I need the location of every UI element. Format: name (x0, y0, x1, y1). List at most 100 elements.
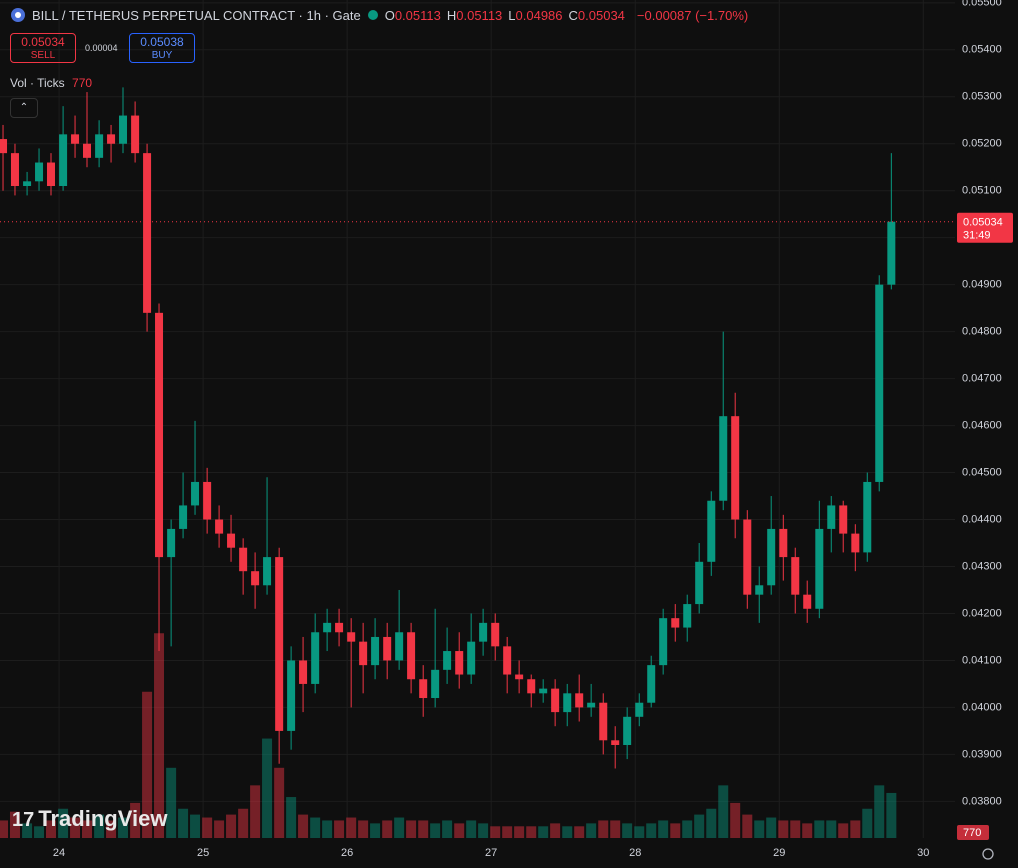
candle-body (611, 740, 620, 745)
candle-body (239, 547, 248, 572)
volume-bar (358, 820, 369, 838)
ohlc-value: 0.04986 (515, 7, 563, 23)
price-axis-bg (955, 0, 1018, 868)
candle-body (359, 641, 368, 666)
volume-bar (790, 820, 801, 838)
candle-body (887, 221, 896, 285)
candle-body (647, 665, 656, 703)
candle-body (311, 632, 320, 684)
y-tick-label: 0.04400 (962, 513, 1002, 525)
candle-body (287, 660, 296, 731)
candle-body (131, 115, 140, 154)
volume-bar (778, 820, 789, 838)
candle-body (599, 702, 608, 741)
candle-body (575, 693, 584, 708)
ohlc-values: O0.05113 H0.05113 L0.04986 C0.05034 (385, 8, 631, 23)
candle-body (0, 139, 8, 154)
ohlc-value: 0.05034 (577, 7, 625, 23)
candle-body (155, 312, 164, 558)
ohlc-label: C (568, 7, 578, 23)
volume-bar (154, 633, 165, 838)
x-tick-label: 30 (917, 847, 929, 859)
candle-body (587, 702, 596, 708)
y-tick-label: 0.05100 (962, 185, 1002, 197)
candle-body (827, 505, 836, 529)
sell-price: 0.05034 (21, 35, 65, 49)
volume-bar (286, 797, 297, 838)
sell-button[interactable]: 0.05034 SELL (10, 33, 76, 63)
volume-bar (94, 814, 105, 838)
ohlc-label: H (446, 7, 457, 23)
candle-body (167, 528, 176, 558)
candle-body (743, 519, 752, 595)
volume-bar (106, 820, 117, 838)
candle-body (503, 646, 512, 675)
candle-body (215, 519, 224, 534)
symbol-logo (11, 8, 25, 22)
sell-label: SELL (30, 50, 56, 61)
volume-bar (550, 823, 561, 838)
volume-bar (190, 814, 201, 838)
volume-bar (742, 814, 753, 838)
candle-body (659, 618, 668, 666)
volume-bar (22, 823, 33, 838)
volume-bar (382, 820, 393, 838)
candle-body (635, 702, 644, 717)
volume-bar (754, 820, 765, 838)
collapse-button[interactable]: ⌃ (10, 98, 38, 118)
candle-body (203, 481, 212, 520)
candle-body (395, 632, 404, 661)
price-change: −0.00087 (−1.70%) (636, 7, 749, 23)
volume-bar (682, 820, 693, 838)
candle-body (59, 134, 68, 187)
buy-button[interactable]: 0.05038 BUY (129, 33, 195, 63)
volume-bar (406, 820, 417, 838)
volume-bar (538, 826, 549, 838)
candle-body (767, 528, 776, 586)
buy-price: 0.05038 (140, 35, 184, 49)
volume-bar (706, 808, 717, 838)
candle-body (143, 153, 152, 313)
candle-body (467, 641, 476, 675)
volume-bar (178, 808, 189, 838)
volume-bar (262, 738, 273, 838)
settings-icon[interactable] (982, 848, 994, 860)
volume-bar (850, 820, 861, 838)
candle-body (23, 181, 32, 187)
volume-bar (838, 823, 849, 838)
candle-body (491, 622, 500, 647)
ohlc-label: L (508, 7, 516, 23)
watermark: 17 TradingView (12, 806, 168, 831)
candle-body (551, 688, 560, 713)
y-tick-label: 0.04100 (962, 654, 1002, 666)
candle-body (515, 674, 524, 680)
candle-body (347, 632, 356, 642)
volume-bar (766, 817, 777, 838)
candle-body (719, 416, 728, 501)
symbol-title[interactable]: BILL / TETHERUS PERPETUAL CONTRACT · 1h … (32, 7, 361, 23)
y-tick-label: 0.05500 (962, 0, 1002, 9)
y-tick-label: 0.03800 (962, 795, 1002, 807)
candle-body (275, 557, 284, 731)
candle-body (227, 533, 236, 548)
volume-bar (874, 785, 885, 838)
volume-bar (166, 767, 177, 838)
x-tick-label: 28 (629, 847, 641, 859)
buy-label: BUY (151, 50, 173, 61)
volume-bar (646, 823, 657, 838)
volume-bar (142, 691, 153, 838)
volume-bar (370, 823, 381, 838)
volume-indicator-title[interactable]: Vol · Ticks (10, 76, 65, 90)
volume-bar (214, 820, 225, 838)
candle-body (335, 622, 344, 633)
volume-bar (622, 823, 633, 838)
y-tick-label: 0.04500 (962, 466, 1002, 478)
x-tick-label: 27 (485, 847, 497, 859)
candle-body (695, 561, 704, 605)
volume-bar (442, 820, 453, 838)
volume-bar (598, 820, 609, 838)
y-tick-label: 0.04200 (962, 607, 1002, 619)
countdown-label: 31:49 (963, 230, 991, 242)
candle-body (383, 636, 392, 661)
candle-body (83, 143, 92, 158)
